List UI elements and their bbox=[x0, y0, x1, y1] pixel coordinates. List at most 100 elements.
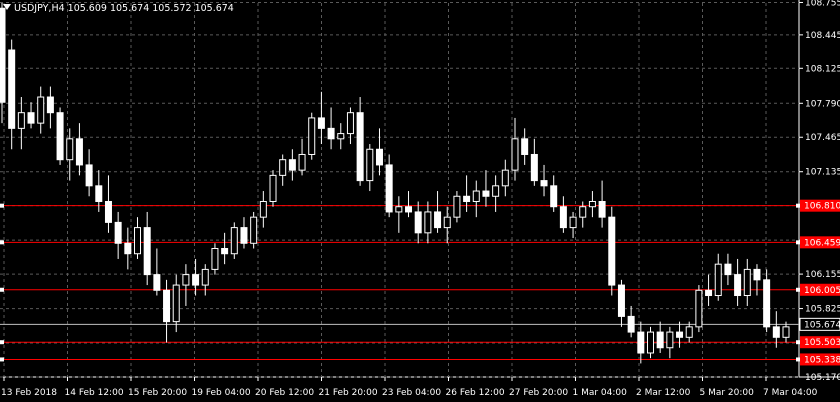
candle[interactable] bbox=[492, 175, 500, 212]
candle[interactable] bbox=[172, 274, 180, 333]
candle[interactable] bbox=[317, 91, 325, 145]
candle[interactable] bbox=[763, 269, 771, 333]
candle[interactable] bbox=[17, 97, 25, 150]
candle[interactable] bbox=[617, 279, 625, 327]
candle[interactable] bbox=[240, 217, 248, 249]
candle[interactable] bbox=[134, 217, 142, 259]
candle[interactable] bbox=[559, 196, 567, 233]
candle[interactable] bbox=[356, 97, 364, 186]
candle[interactable] bbox=[327, 107, 335, 150]
candle[interactable] bbox=[685, 321, 693, 343]
candle[interactable] bbox=[472, 180, 480, 218]
candle[interactable] bbox=[782, 321, 790, 343]
candle[interactable] bbox=[676, 321, 684, 348]
candle[interactable] bbox=[104, 175, 112, 233]
level-handle-left[interactable] bbox=[0, 203, 4, 208]
candle[interactable] bbox=[366, 144, 374, 192]
candle[interactable] bbox=[550, 175, 558, 212]
candle[interactable] bbox=[627, 305, 635, 338]
candle[interactable] bbox=[163, 279, 171, 343]
candle[interactable] bbox=[221, 232, 229, 265]
candle[interactable] bbox=[463, 175, 471, 212]
candle[interactable] bbox=[298, 138, 306, 176]
candle[interactable] bbox=[453, 191, 461, 223]
candle[interactable] bbox=[598, 180, 606, 228]
candle[interactable] bbox=[211, 243, 219, 275]
candle[interactable] bbox=[66, 128, 74, 181]
level-handle-right[interactable] bbox=[796, 203, 800, 208]
candle-body-bear bbox=[163, 289, 171, 323]
candle[interactable] bbox=[734, 258, 742, 306]
triangle-down-icon[interactable] bbox=[3, 4, 11, 10]
candle[interactable] bbox=[511, 117, 519, 181]
candle[interactable] bbox=[753, 264, 761, 296]
candle[interactable] bbox=[405, 191, 413, 218]
candle[interactable] bbox=[482, 170, 490, 207]
candle[interactable] bbox=[269, 170, 277, 207]
candle[interactable] bbox=[385, 154, 393, 218]
candle[interactable] bbox=[501, 159, 509, 197]
candle[interactable] bbox=[37, 86, 45, 134]
candle[interactable] bbox=[75, 123, 83, 176]
level-handle-right[interactable] bbox=[796, 287, 800, 292]
candle[interactable] bbox=[114, 211, 122, 259]
candle[interactable] bbox=[705, 274, 713, 306]
candle[interactable] bbox=[124, 227, 132, 270]
candle[interactable] bbox=[695, 285, 703, 333]
candle[interactable] bbox=[724, 253, 732, 286]
level-price-label: 106.810 bbox=[804, 202, 840, 212]
candle[interactable] bbox=[259, 191, 267, 228]
candle[interactable] bbox=[288, 149, 296, 181]
candle[interactable] bbox=[588, 191, 596, 218]
candle[interactable] bbox=[250, 211, 258, 249]
candle[interactable] bbox=[153, 248, 161, 296]
level-handle-left[interactable] bbox=[0, 357, 4, 362]
candle[interactable] bbox=[8, 39, 16, 150]
candle[interactable] bbox=[608, 206, 616, 296]
candle[interactable] bbox=[656, 321, 664, 353]
candle[interactable] bbox=[56, 107, 64, 165]
candle[interactable] bbox=[27, 102, 35, 129]
candles[interactable] bbox=[0, 3, 790, 364]
candle[interactable] bbox=[143, 211, 151, 286]
candle[interactable] bbox=[85, 149, 93, 197]
candle[interactable] bbox=[637, 321, 645, 364]
candle[interactable] bbox=[337, 123, 345, 150]
level-handle-left[interactable] bbox=[0, 287, 4, 292]
candle[interactable] bbox=[375, 128, 383, 176]
candle[interactable] bbox=[743, 258, 751, 306]
level-handle-right[interactable] bbox=[796, 340, 800, 345]
candle[interactable] bbox=[772, 311, 780, 348]
level-handle-right[interactable] bbox=[796, 357, 800, 362]
level-handle-left[interactable] bbox=[0, 240, 4, 245]
level-handle-right[interactable] bbox=[796, 240, 800, 245]
candle[interactable] bbox=[308, 112, 316, 160]
candle[interactable] bbox=[714, 253, 722, 301]
candle[interactable] bbox=[424, 201, 432, 244]
candle[interactable] bbox=[201, 264, 209, 296]
candle[interactable] bbox=[530, 138, 538, 186]
candle[interactable] bbox=[579, 201, 587, 228]
candle[interactable] bbox=[414, 201, 422, 244]
candle[interactable] bbox=[279, 154, 287, 186]
candle[interactable] bbox=[521, 128, 529, 165]
candle[interactable] bbox=[443, 206, 451, 244]
candle[interactable] bbox=[0, 3, 6, 124]
candle[interactable] bbox=[182, 264, 190, 306]
level-handle-left[interactable] bbox=[0, 340, 4, 345]
candle[interactable] bbox=[646, 326, 654, 359]
candle[interactable] bbox=[666, 326, 674, 359]
candle[interactable] bbox=[192, 258, 200, 296]
candle[interactable] bbox=[346, 107, 354, 145]
time-label: 2 Mar 12:00 bbox=[636, 388, 691, 398]
candle[interactable] bbox=[395, 196, 403, 233]
candle[interactable] bbox=[569, 211, 577, 239]
candle-body-bull bbox=[259, 200, 267, 218]
candle[interactable] bbox=[230, 222, 238, 259]
candle[interactable] bbox=[95, 170, 103, 212]
candle[interactable] bbox=[434, 191, 442, 233]
candle[interactable] bbox=[540, 164, 548, 197]
candle[interactable] bbox=[46, 86, 54, 129]
current-price-label: 105.674 bbox=[804, 320, 840, 330]
